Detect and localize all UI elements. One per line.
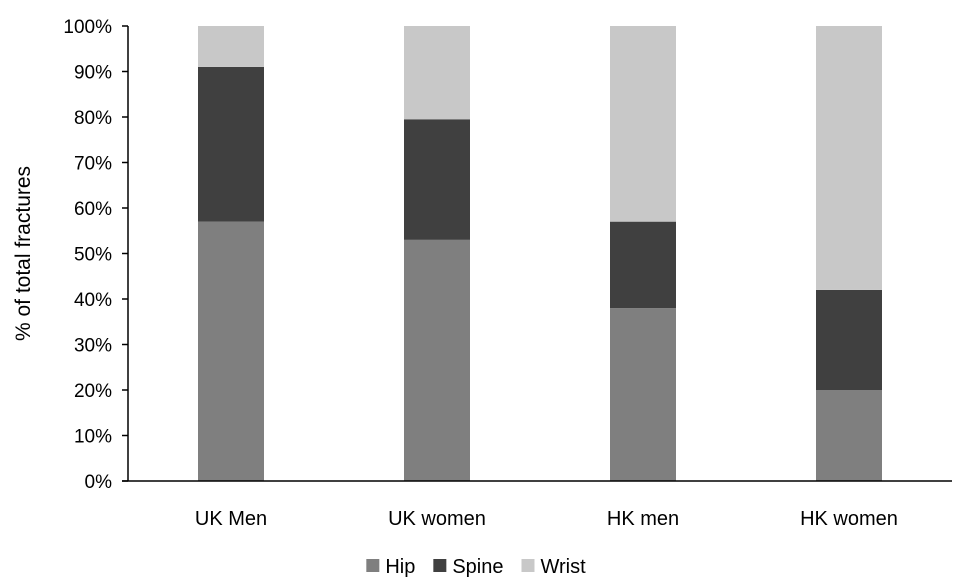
bar-hip-hk-women bbox=[816, 390, 882, 481]
bar-wrist-uk-women bbox=[404, 26, 470, 120]
y-tick-label: 70% bbox=[74, 154, 112, 175]
legend-swatch bbox=[433, 559, 447, 572]
bar-hip-hk-men bbox=[610, 308, 676, 481]
y-tick-label: 30% bbox=[74, 336, 112, 357]
legend: Hip Spine Wrist bbox=[366, 556, 586, 578]
y-tick-label: 50% bbox=[74, 245, 112, 266]
x-category-labels: UK Men UK women HK men HK women bbox=[195, 508, 898, 530]
x-category-label: UK Men bbox=[195, 508, 267, 530]
legend-item-wrist: Wrist bbox=[521, 556, 586, 578]
x-category-label: UK women bbox=[388, 508, 486, 530]
legend-label: Wrist bbox=[540, 556, 586, 578]
bar-wrist-uk-men bbox=[198, 26, 264, 67]
x-category-label: HK men bbox=[607, 508, 679, 530]
bar-hip-uk-women bbox=[404, 239, 470, 481]
bar-spine-hk-men bbox=[610, 221, 676, 309]
bar-wrist-hk-men bbox=[610, 26, 676, 222]
bar-spine-uk-men bbox=[198, 66, 264, 222]
y-axis-title: % of total fractures bbox=[12, 166, 35, 341]
legend-label: Hip bbox=[385, 556, 415, 578]
y-tick-label: 60% bbox=[74, 199, 112, 220]
x-category-label: HK women bbox=[800, 508, 898, 530]
y-tick-label: 90% bbox=[74, 63, 112, 84]
y-tick-label: 10% bbox=[74, 427, 112, 448]
legend-item-spine: Spine bbox=[433, 556, 503, 578]
y-ticks: 0% 10% 20% 30% 40% 50% 60% 70% 80% 90% 100% bbox=[63, 17, 128, 493]
bar-hip-uk-men bbox=[198, 221, 264, 481]
y-tick-label: 20% bbox=[74, 381, 112, 402]
legend-label: Spine bbox=[452, 556, 503, 578]
legend-swatch bbox=[366, 559, 380, 572]
bar-spine-uk-women bbox=[404, 119, 470, 240]
y-tick-label: 40% bbox=[74, 290, 112, 311]
legend-item-hip: Hip bbox=[366, 556, 415, 578]
legend-swatch bbox=[521, 559, 535, 572]
bar-wrist-hk-women bbox=[816, 26, 882, 290]
y-tick-label: 100% bbox=[63, 17, 112, 38]
bars-layer bbox=[198, 26, 882, 481]
y-tick-label: 0% bbox=[85, 472, 113, 493]
bar-spine-hk-women bbox=[816, 289, 882, 390]
y-tick-label: 80% bbox=[74, 108, 112, 129]
